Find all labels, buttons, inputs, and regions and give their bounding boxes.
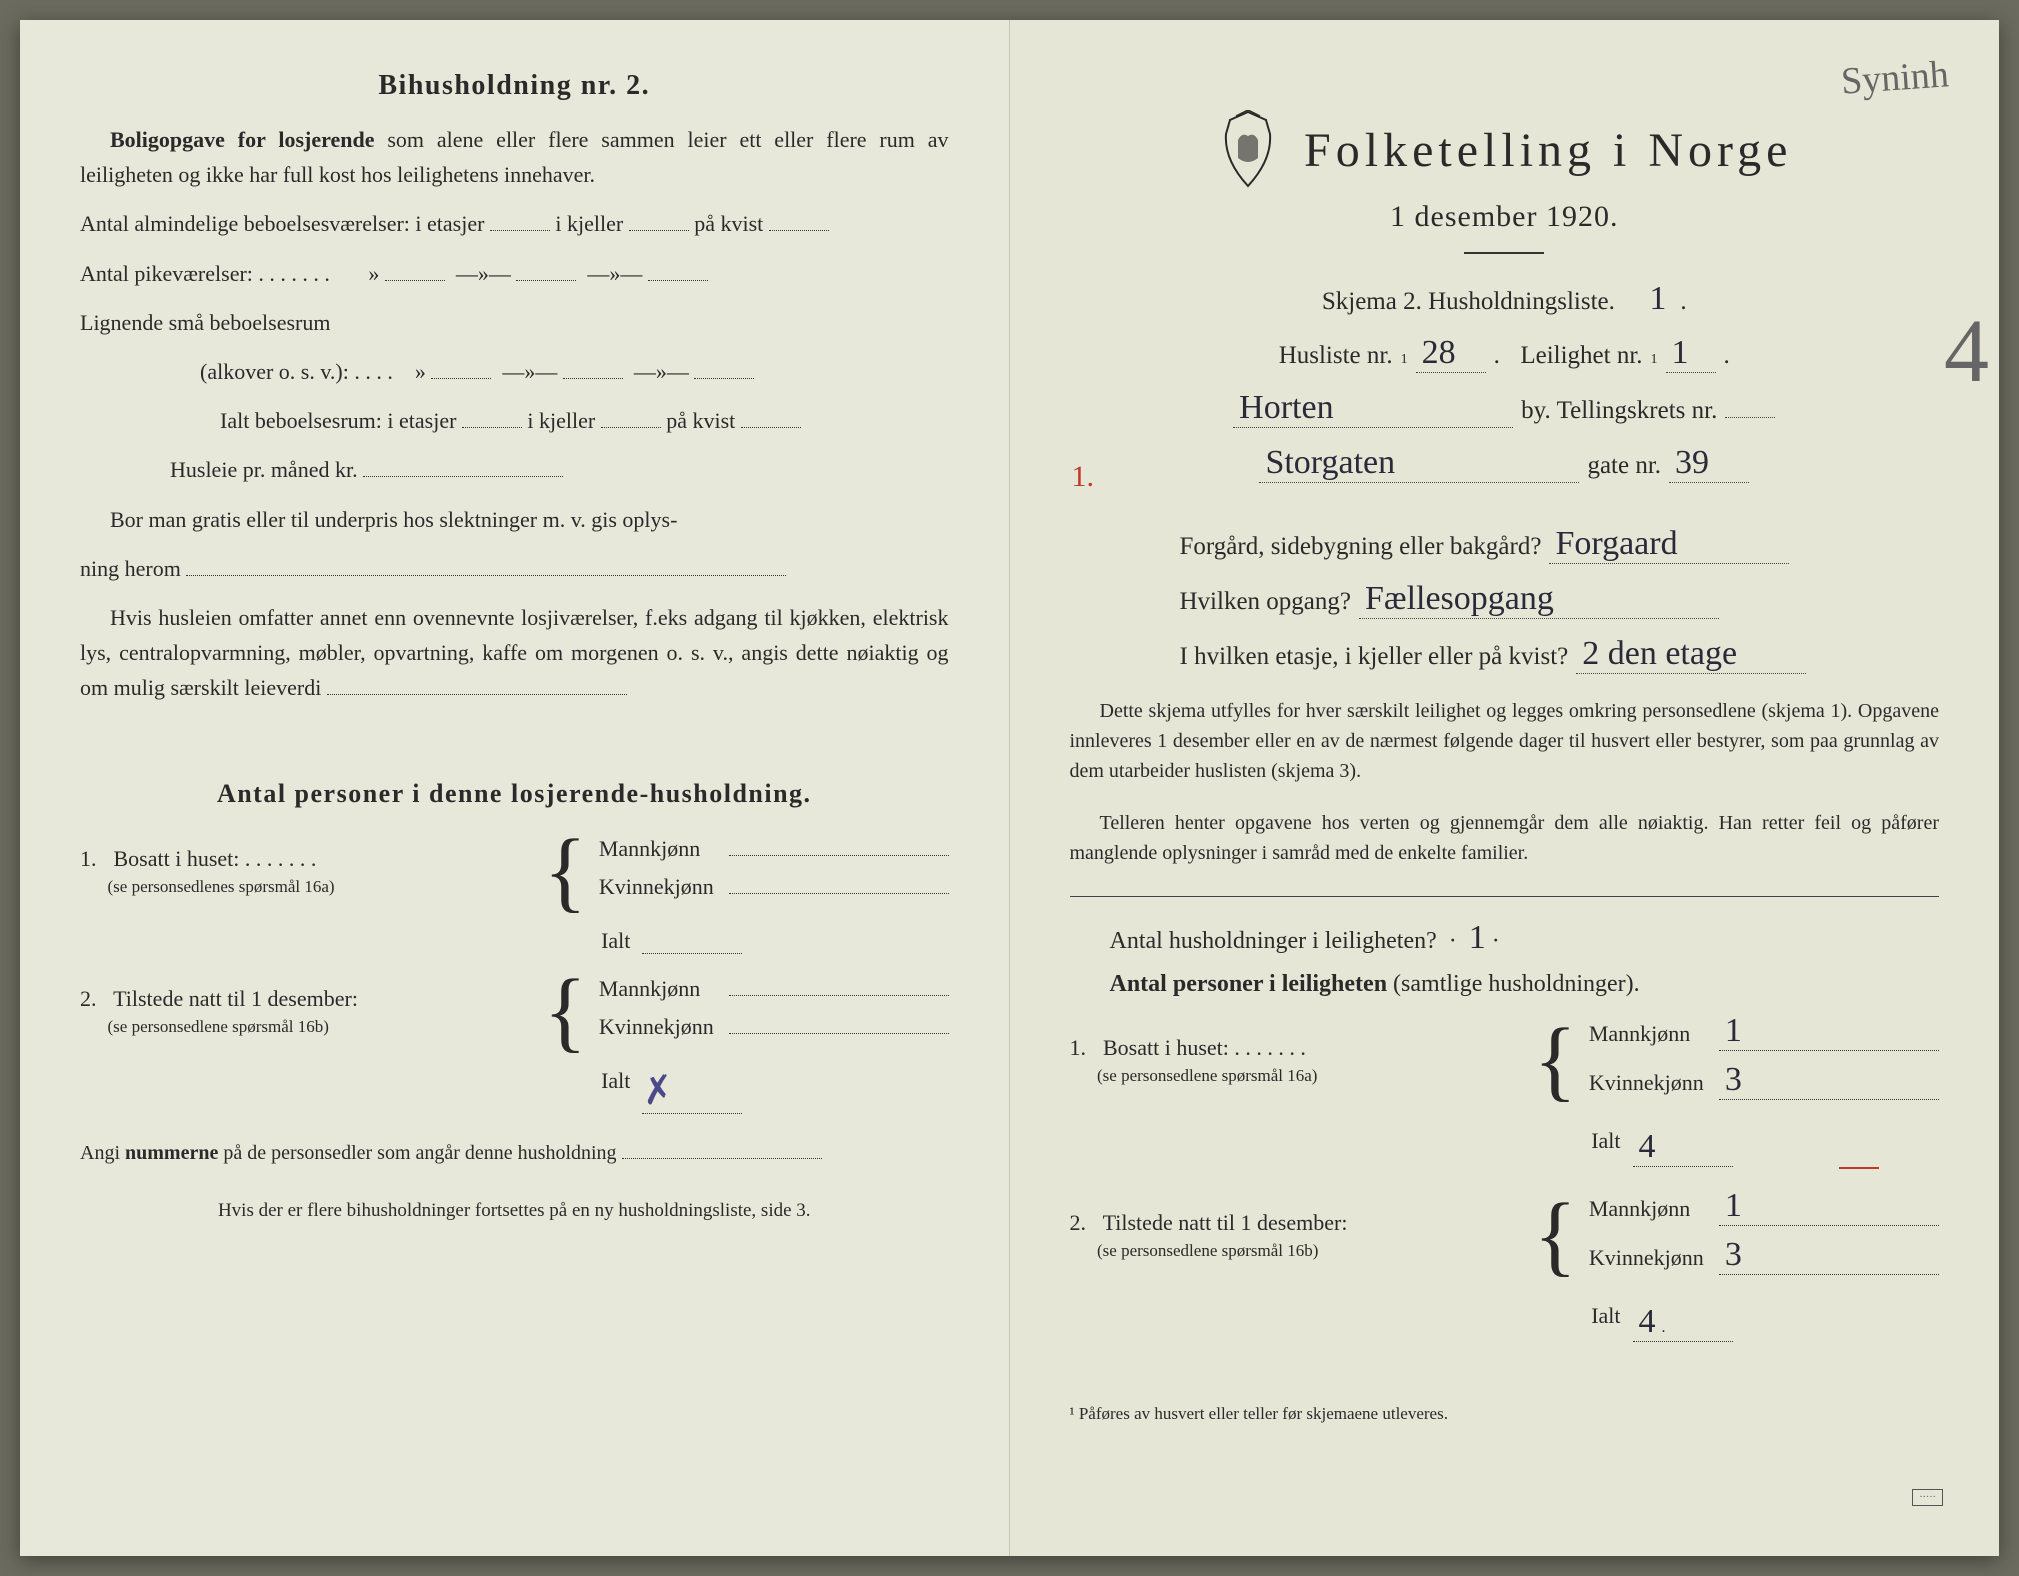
coat-of-arms-icon: [1216, 110, 1280, 190]
right-q2-mann: 1: [1719, 1187, 1748, 1225]
left-subheading: Antal personer i denne losjerende-hushol…: [80, 779, 949, 809]
left-q2-mann: [729, 974, 949, 996]
printer-stamp: ·····: [1912, 1489, 1943, 1506]
intro-bold: Boligopgave for losjerende: [110, 127, 374, 152]
main-title: Folketelling i Norge: [1304, 123, 1792, 178]
line-husleie: Husleie pr. måned kr.: [80, 452, 949, 487]
leilighet-val: 1: [1666, 334, 1695, 372]
line-alkover: (alkover o. s. v.): . . . . » —»— —»—: [80, 354, 949, 389]
red-underline-icon: [1839, 1167, 1879, 1169]
gate-line: Storgaten gate nr. 39: [1070, 444, 1940, 483]
husliste-val: 28: [1416, 334, 1462, 372]
brace-icon: {: [544, 985, 587, 1039]
antal-hush-line: Antal husholdninger i leiligheten? · 1·: [1070, 919, 1940, 957]
right-q1-ialt: 4: [1633, 1128, 1662, 1166]
right-q1-block: 1. Bosatt i huset: . . . . . . . (se per…: [1070, 1012, 1940, 1110]
skjema-line: Skjema 2. Husholdningsliste. 1.: [1070, 280, 1940, 318]
husliste-line: Husliste nr.1 28. Leilighet nr.1 1.: [1070, 334, 1940, 373]
brace-icon: {: [1534, 1034, 1577, 1088]
etasje-val: 2 den etage: [1576, 635, 1743, 673]
right-q1-kvinne: 3: [1719, 1061, 1748, 1099]
gate-val: Storgaten: [1259, 444, 1401, 482]
right-q1-mann: 1: [1719, 1012, 1748, 1050]
left-q2-kvinne: [729, 1012, 949, 1034]
opgang-val: Fællesopgang: [1359, 580, 1560, 618]
opgang-line: Hvilken opgang? Fællesopgang: [1070, 580, 1940, 619]
antal-hush-val: 1: [1463, 919, 1492, 957]
left-footer-note: Hvis der er flere bihusholdninger fortse…: [80, 1200, 949, 1222]
line-ialt-beboelse: Ialt beboelsesrum: i etasjer i kjeller p…: [80, 403, 949, 438]
left-q1-mann: [729, 834, 949, 856]
by-line: Horten by. Tellingskrets nr.: [1070, 389, 1940, 428]
left-q2-ialt: ✗: [642, 1068, 742, 1114]
angi-line: Angi nummerne på de personsedler som ang…: [80, 1142, 949, 1165]
brace-icon: {: [544, 845, 587, 899]
right-q2-kvinne: 3: [1719, 1236, 1748, 1274]
antal-pers-line: Antal personer i leiligheten (samtlige h…: [1070, 971, 1940, 998]
para-hvis: Hvis husleien omfatter annet enn ovennev…: [80, 600, 949, 706]
instructions-2: Telleren henter opgavene hos verten og g…: [1070, 808, 1940, 868]
title-rule: [1464, 252, 1544, 254]
right-q2-block: 2. Tilstede natt til 1 desember: (se per…: [1070, 1187, 1940, 1285]
title-row: Folketelling i Norge: [1070, 110, 1940, 190]
by-val: Horten: [1233, 389, 1339, 427]
instructions-1: Dette skjema utfylles for hver særskilt …: [1070, 696, 1940, 786]
left-q1-kvinne: [729, 872, 949, 894]
tellingskrets-val: 4: [1944, 300, 1989, 403]
left-heading: Bihusholdning nr. 2.: [80, 70, 949, 102]
left-q1-block: 1. Bosatt i huset: . . . . . . . (se per…: [80, 834, 949, 910]
footnote: ¹ Påføres av husvert eller teller før sk…: [1070, 1392, 1940, 1424]
line-rooms: Antal almindelige beboelsesværelser: i e…: [80, 206, 949, 241]
red-annotation: 1.: [1072, 460, 1095, 494]
line-bor1: Bor man gratis eller til underpris hos s…: [80, 502, 949, 537]
etasje-line: I hvilken etasje, i kjeller eller på kvi…: [1070, 635, 1940, 674]
purple-cross-icon: ✗: [639, 1066, 677, 1115]
intro-paragraph: Boligopgave for losjerende som alene ell…: [80, 122, 949, 192]
left-page: Bihusholdning nr. 2. Boligopgave for los…: [20, 20, 1010, 1556]
fill-etasjer: [490, 230, 550, 231]
skjema-val: 1: [1643, 280, 1672, 318]
forgard-val: Forgaard: [1549, 525, 1683, 563]
fill-kjeller: [629, 230, 689, 231]
census-document: Bihusholdning nr. 2. Boligopgave for los…: [20, 20, 1999, 1556]
forgard-line: Forgård, sidebygning eller bakgård? Forg…: [1070, 525, 1940, 564]
left-q2-ialt-row: Ialt ✗: [80, 1068, 949, 1114]
left-q1-ialt: [642, 928, 742, 954]
right-page: Syninh Folketelling i Norge 1 desember 1…: [1010, 20, 2000, 1556]
line-lignende: Lignende små beboelsesrum: [80, 305, 949, 340]
brace-icon: {: [1534, 1209, 1577, 1263]
left-q2-block: 2. Tilstede natt til 1 desember: (se per…: [80, 974, 949, 1050]
right-q2-ialt-row: Ialt 4.: [1070, 1303, 1940, 1342]
line-bor2: ning herom: [80, 551, 949, 586]
right-q2-ialt: 4: [1633, 1303, 1662, 1341]
fill-kvist: [769, 230, 829, 231]
line-pike: Antal pikeværelser: . . . . . . . » —»— …: [80, 256, 949, 291]
left-q1-ialt-row: Ialt: [80, 928, 949, 954]
divider-rule: [1070, 896, 1940, 897]
date-line: 1 desember 1920.: [1070, 200, 1940, 234]
right-q1-ialt-row: Ialt 4: [1070, 1128, 1940, 1167]
corner-handwriting: Syninh: [1840, 52, 1951, 103]
gate-nr-val: 39: [1669, 444, 1715, 482]
